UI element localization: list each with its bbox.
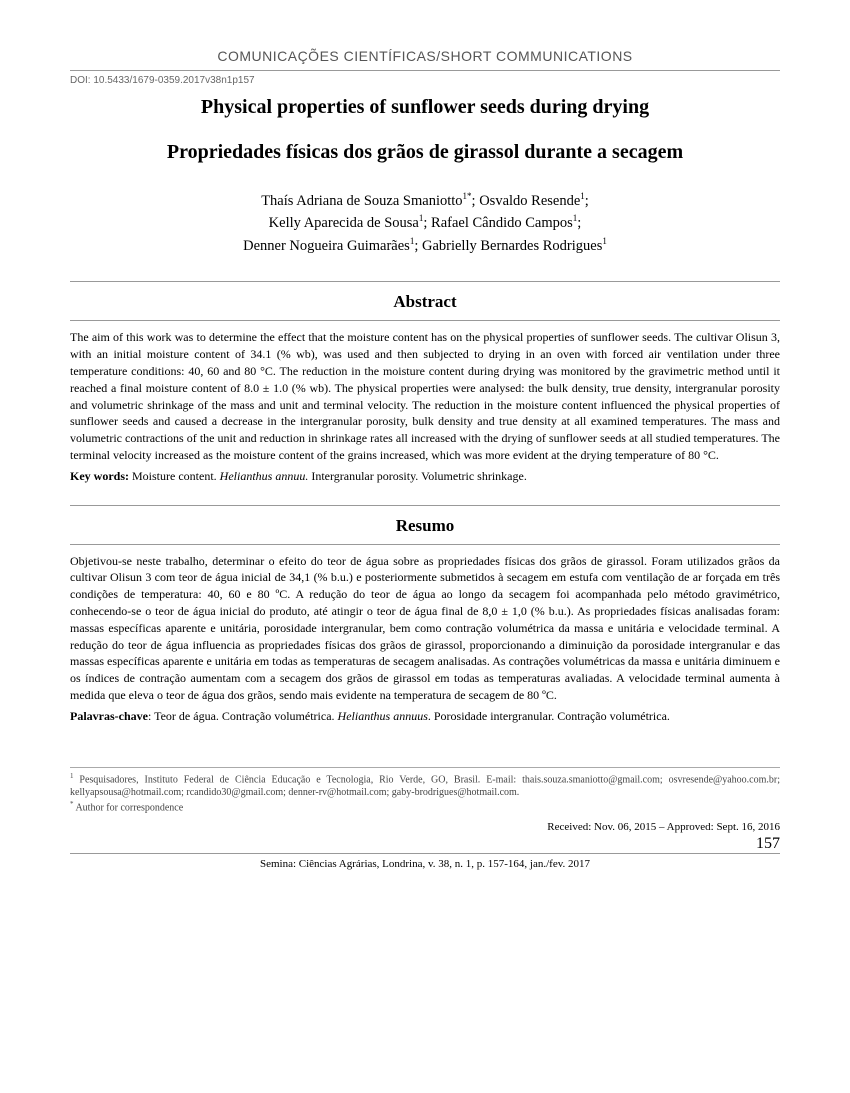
author-sep-3: ; Gabrielly Bernardes Rodrigues (414, 238, 602, 254)
rule-abstract-bottom (70, 320, 780, 321)
resumo-body: Objetivou-se neste trabalho, determinar … (70, 553, 780, 704)
section-header: COMUNICAÇÕES CIENTÍFICAS/SHORT COMMUNICA… (70, 48, 780, 64)
palavras-text-a: : Teor de água. Contração volumétrica. (148, 709, 338, 723)
journal-footer: Semina: Ciências Agrárias, Londrina, v. … (70, 853, 780, 870)
rule-top (70, 70, 780, 71)
keywords-line: Key words: Moisture content. Helianthus … (70, 468, 780, 485)
author-end-2: ; (577, 215, 581, 231)
title-portuguese: Propriedades físicas dos grãos de girass… (70, 141, 780, 164)
author-sep-1: ; Osvaldo Resende (472, 193, 581, 209)
palavras-chave-line: Palavras-chave: Teor de água. Contração … (70, 708, 780, 725)
keywords-label: Key words: (70, 469, 129, 483)
palavras-text-b: . Porosidade intergranular. Contração vo… (428, 709, 670, 723)
title-english: Physical properties of sunflower seeds d… (70, 96, 780, 119)
footnote-1: 1 Pesquisadores, Instituto Federal de Ci… (70, 772, 780, 800)
footnote-1-text: Pesquisadores, Instituto Federal de Ciên… (70, 774, 780, 799)
author-sep-2: ; Rafael Cândido Campos (423, 215, 572, 231)
footnotes-block: 1 Pesquisadores, Instituto Federal de Ci… (70, 767, 780, 815)
footnote-2: * Author for correspondence (70, 800, 780, 815)
page-number: 157 (756, 835, 780, 853)
keywords-italic: Helianthus annuu. (220, 469, 309, 483)
author-3: Kelly Aparecida de Sousa (269, 215, 419, 231)
authors-block: Thaís Adriana de Souza Smaniotto1*; Osva… (70, 190, 780, 257)
doi-text: DOI: 10.5433/1679-0359.2017v38n1p157 (70, 75, 780, 86)
palavras-label: Palavras-chave (70, 709, 148, 723)
paper-page: COMUNICAÇÕES CIENTÍFICAS/SHORT COMMUNICA… (0, 0, 850, 1093)
rule-resumo-top (70, 505, 780, 506)
palavras-italic: Helianthus annuus (338, 709, 428, 723)
keywords-text-b: Intergranular porosity. Volumetric shrin… (308, 469, 527, 483)
author-1-sup: 1* (463, 191, 472, 201)
rule-resumo-bottom (70, 544, 780, 545)
abstract-body: The aim of this work was to determine th… (70, 329, 780, 463)
author-1: Thaís Adriana de Souza Smaniotto (261, 193, 462, 209)
received-approved: Received: Nov. 06, 2015 – Approved: Sept… (70, 821, 780, 833)
resumo-heading: Resumo (70, 516, 780, 536)
footnote-2-text: Author for correspondence (74, 802, 184, 813)
rule-abstract-top (70, 281, 780, 282)
author-end-1: ; (585, 193, 589, 209)
keywords-text-a: Moisture content. (129, 469, 220, 483)
abstract-heading: Abstract (70, 292, 780, 312)
author-5: Denner Nogueira Guimarães (243, 238, 410, 254)
author-6-sup: 1 (602, 236, 607, 246)
